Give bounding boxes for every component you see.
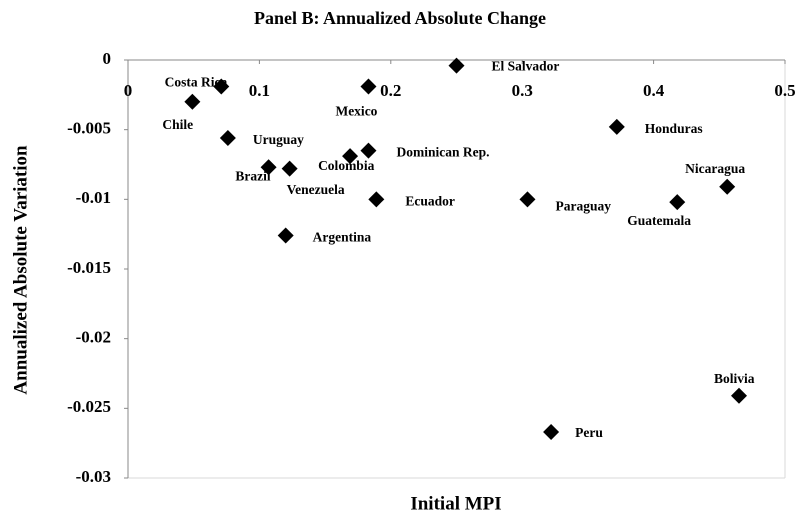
x-tick-label: 0.4 [643,81,665,100]
y-tick-label: 0 [103,49,112,68]
x-tick-label: 0 [124,81,133,100]
point [360,142,377,159]
point-label: Dominican Rep. [396,145,489,160]
point [342,148,359,165]
point-label: Peru [575,425,603,440]
point-label: Mexico [335,104,377,119]
y-tick-label: -0.015 [67,258,111,277]
point-label: Bolivia [714,371,755,386]
point [360,78,377,95]
y-tick-label: -0.025 [67,397,111,416]
point [719,178,736,195]
x-tick-label: 0.5 [774,81,795,100]
point-label: Argentina [313,230,372,245]
point [368,191,385,208]
point [543,424,560,441]
point [277,227,294,244]
point-label: Guatemala [627,213,691,228]
y-axis-label: Annualized Absolute Variation [10,145,31,395]
point [219,130,236,147]
point [184,93,201,110]
point [669,194,686,211]
point-label: Colombia [318,158,375,173]
point [519,191,536,208]
point-label: Uruguay [253,132,304,147]
point [731,387,748,404]
chart-title: Panel B: Annualized Absolute Change [254,8,546,28]
y-tick-label: -0.01 [76,188,111,207]
point [448,57,465,74]
x-tick-label: 0.3 [512,81,533,100]
point [213,78,230,95]
y-tick-label: -0.005 [67,119,111,138]
point-label: Brazil [235,168,270,183]
point-label: Paraguay [555,198,611,213]
y-tick-label: -0.03 [76,467,111,486]
point-label: Chile [162,117,193,132]
point-label: Costa Rica [165,75,228,90]
x-tick-label: 0.2 [380,81,401,100]
point-label: Ecuador [405,193,455,208]
point-label: Venezuela [287,182,345,197]
y-tick-label: -0.02 [76,328,111,347]
point [281,160,298,177]
point [608,118,625,135]
point-label: Honduras [645,121,703,136]
point-label: El Salvador [492,59,560,74]
point [260,159,277,176]
point-label: Nicaragua [685,161,745,176]
x-axis-label: Initial MPI [410,493,501,514]
x-tick-label: 0.1 [249,81,270,100]
